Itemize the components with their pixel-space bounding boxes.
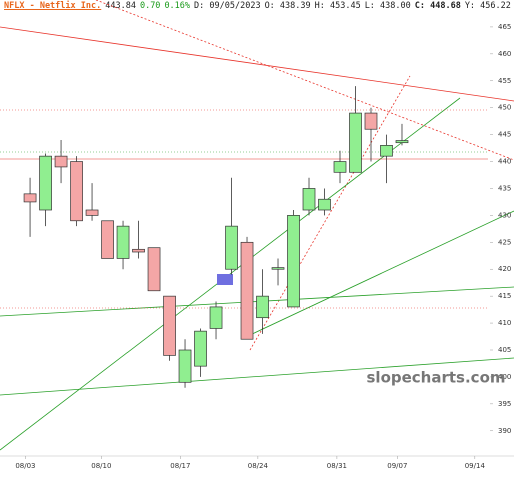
y-tick-label: 395 xyxy=(498,400,511,408)
candle-body xyxy=(256,295,269,319)
y-tick-label: 450 xyxy=(498,104,511,112)
candle-body xyxy=(395,140,409,144)
candle-body xyxy=(380,145,393,157)
candle-body xyxy=(194,330,207,367)
candle-body xyxy=(101,220,114,259)
last: 443.84 xyxy=(105,1,136,11)
candle-body xyxy=(132,248,145,253)
event-marker xyxy=(217,274,233,285)
candle-body xyxy=(240,241,254,340)
candle-body xyxy=(70,161,83,222)
y-tick-label: 410 xyxy=(498,319,511,327)
watermark: slopecharts.com xyxy=(367,369,506,387)
y-tick-label: 460 xyxy=(498,50,511,58)
trend-lines xyxy=(0,0,514,451)
candle-body xyxy=(349,112,362,173)
low: L: 438.00 xyxy=(364,1,411,11)
x-tick-label: 08/31 xyxy=(327,462,347,470)
y-tick-label: 415 xyxy=(498,292,511,300)
candle-body xyxy=(209,306,223,329)
y-tick-label: 400 xyxy=(498,373,511,381)
y-tick-label: 420 xyxy=(498,265,511,273)
y-tick-label: 390 xyxy=(498,427,511,435)
trend-line xyxy=(0,357,514,396)
x-tick-label: 09/14 xyxy=(465,462,486,470)
trend-line xyxy=(95,0,514,161)
y-tick-label: 465 xyxy=(498,23,511,31)
change-pct: 0.16% xyxy=(164,1,191,11)
header: NFLX - Netflix Inc. 443.84 0.70 0.16% D: 09/… xyxy=(4,1,514,11)
x-tick-label: 08/03 xyxy=(15,462,35,470)
x-tick-label: 08/24 xyxy=(248,462,269,470)
y-tick-label: 455 xyxy=(498,77,511,85)
open: O: 438.39 xyxy=(264,1,311,11)
symbol: NFLX - Netflix Inc. xyxy=(4,1,102,11)
trend-line xyxy=(249,210,514,336)
x-tick-label: 09/07 xyxy=(387,462,407,470)
high: H: 453.45 xyxy=(314,1,361,11)
y-tick-label: 405 xyxy=(498,346,511,354)
trend-line xyxy=(0,26,514,102)
y-tick-label: 430 xyxy=(498,211,511,219)
prev: Y: 456.22 xyxy=(464,1,511,11)
candle-body xyxy=(287,215,300,308)
candle-body xyxy=(271,267,285,270)
date: D: 09/05/2023 xyxy=(194,1,261,11)
y-tick-label: 435 xyxy=(498,184,511,192)
y-tick-label: 440 xyxy=(498,158,511,166)
x-tick-label: 08/17 xyxy=(170,462,190,470)
candle-body xyxy=(54,155,68,168)
candle-body xyxy=(302,188,316,211)
change: 0.70 xyxy=(139,1,161,11)
x-tick-label: 08/10 xyxy=(91,462,111,470)
candle-body xyxy=(318,198,331,211)
candle-body xyxy=(225,225,238,270)
candle-body xyxy=(39,155,52,211)
y-tick-label: 425 xyxy=(498,238,511,246)
candle-body xyxy=(333,161,347,173)
trend-line xyxy=(249,75,411,351)
candle-body xyxy=(178,349,192,383)
candle-body xyxy=(364,112,378,130)
y-tick-label: 445 xyxy=(498,131,511,139)
candle-body xyxy=(147,247,161,292)
close: C: 448.68 xyxy=(414,1,461,11)
candle-body xyxy=(116,225,130,259)
candle-body xyxy=(163,295,176,356)
candle-body xyxy=(85,209,99,216)
candle-body xyxy=(23,193,37,203)
